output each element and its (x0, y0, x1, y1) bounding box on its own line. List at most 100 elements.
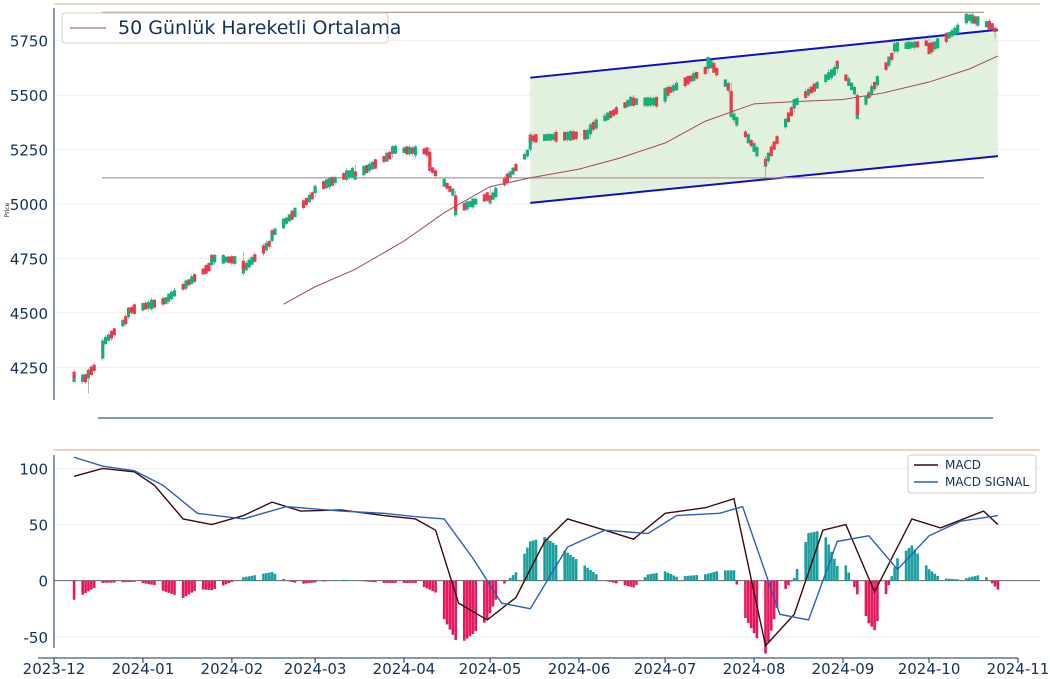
histogram-bar (956, 579, 960, 581)
candle-body (763, 162, 768, 165)
macd-tick-label: -50 (24, 629, 49, 647)
histogram-bar (592, 572, 595, 581)
candle-body (342, 172, 346, 180)
candle-body (543, 134, 547, 141)
candle-body (147, 301, 151, 309)
histogram-bar (221, 580, 225, 586)
candle-body (729, 90, 733, 113)
candle-body (646, 97, 650, 106)
candle-body (611, 109, 616, 116)
candle-body (362, 166, 366, 176)
candle-body (772, 141, 776, 150)
histogram-bar (270, 572, 274, 581)
candle-body (588, 127, 593, 135)
candle-body (89, 366, 93, 376)
histogram-bar (454, 580, 457, 641)
histogram-bar (804, 541, 807, 581)
candle-body (161, 298, 165, 305)
candle-body (241, 260, 245, 270)
histogram-bar (772, 580, 776, 620)
channel-lower-line (530, 155, 999, 204)
histogram-bar (190, 580, 194, 593)
histogram-bar (494, 580, 498, 600)
histogram-bar (368, 580, 371, 582)
candle-body (864, 95, 868, 105)
price-legend-label: 50 Günlük Hareketli Ortalama (118, 17, 401, 39)
candle-body (875, 76, 880, 86)
histogram-bar (308, 580, 311, 584)
histogram-bar (181, 580, 185, 598)
candle-body (167, 297, 171, 300)
histogram-bar (546, 539, 549, 581)
candle-body (967, 14, 971, 21)
histogram-bar (589, 569, 592, 581)
histogram-bar (431, 580, 435, 592)
channel-upper-line (530, 28, 999, 79)
candle-body (709, 59, 713, 69)
candle-body (207, 263, 211, 272)
histogram-bar (876, 580, 879, 622)
histogram-bar (970, 576, 974, 581)
candle-body (795, 98, 799, 105)
candle-body (548, 133, 552, 141)
histogram-bar (414, 580, 417, 583)
histogram-bar (916, 553, 919, 581)
candle-body (83, 374, 88, 383)
histogram-bar (150, 580, 153, 585)
candle-body (230, 256, 234, 264)
candle-body (324, 179, 329, 189)
candle-body (649, 97, 653, 106)
candle-body (373, 159, 377, 169)
histogram-bar (385, 580, 389, 583)
histogram-bar (551, 542, 555, 581)
candle-body (752, 142, 756, 152)
candle-body (947, 32, 951, 39)
histogram-bar (474, 580, 478, 632)
histogram-bar (864, 580, 868, 617)
candle-body (86, 373, 91, 379)
candle-body (984, 21, 989, 28)
candle-body (448, 186, 452, 192)
histogram-bar (749, 580, 753, 629)
histogram-bar (683, 576, 687, 581)
x-tick-label: 2024-06 (548, 660, 611, 678)
candle-body (313, 188, 317, 194)
candle-body (502, 178, 507, 186)
candle-body (411, 147, 415, 154)
candle-body (465, 201, 469, 210)
candle-body (227, 256, 231, 263)
candle-body (689, 75, 693, 82)
histogram-bar (345, 580, 348, 581)
candle-body (812, 83, 816, 92)
macd-tick-label: 50 (29, 517, 48, 535)
histogram-bar (465, 580, 469, 639)
candle-body (474, 198, 478, 205)
histogram-bar (282, 578, 285, 581)
histogram-bar (833, 558, 836, 581)
candle-body (970, 14, 974, 24)
candle-body (390, 149, 395, 154)
histogram-bar (635, 580, 638, 585)
histogram-bar (586, 567, 589, 581)
candle-body (964, 16, 968, 24)
histogram-bar (483, 580, 486, 623)
histogram-bar (408, 580, 412, 583)
candle-body (307, 194, 311, 203)
candle-body (287, 214, 291, 222)
histogram-bar (629, 580, 632, 587)
histogram-bar (170, 580, 173, 594)
histogram-bar (247, 576, 251, 581)
histogram-bar (488, 580, 492, 614)
candle-body (482, 194, 486, 202)
histogram-bar (847, 572, 851, 581)
histogram-bar (374, 580, 377, 583)
histogram-bar (388, 580, 391, 583)
histogram-bar (594, 574, 598, 581)
candle-body (927, 42, 931, 50)
candle-body (109, 330, 113, 339)
candle-body (672, 85, 676, 92)
candle-body (184, 280, 188, 289)
histogram-bar (830, 551, 833, 581)
price-legend-box (61, 12, 389, 44)
candle-body (124, 316, 128, 325)
